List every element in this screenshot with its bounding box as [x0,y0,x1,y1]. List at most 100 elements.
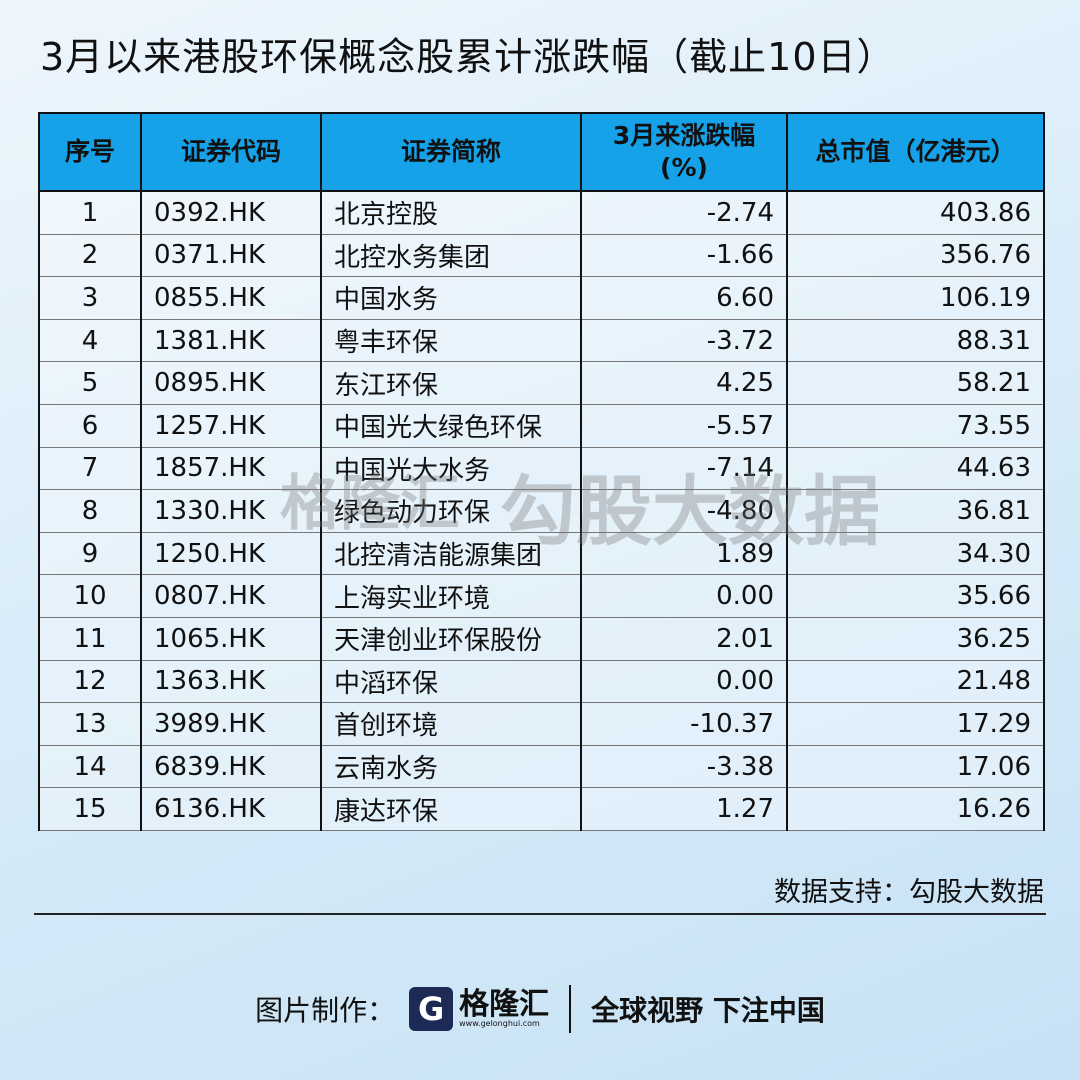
table-row: 10 0807.HK 上海实业环境 0.00 35.66 [38,574,1045,618]
table-cell: 康达环保 [320,787,582,831]
table-cell: 中滔环保 [320,660,582,704]
table-cell: 1.89 [580,532,788,576]
slogan: 全球视野 下注中国 [591,994,825,1027]
table-cell: 5 [38,361,142,405]
table-cell: 88.31 [786,319,1045,363]
table-cell: 东江环保 [320,361,582,405]
table-cell: 15 [38,787,142,831]
header-row: 序号 证券代码 证券简称 3月来涨跌幅 (%) 总市值（亿港元） [38,112,1045,192]
table-cell: 16.26 [786,787,1045,831]
table-row: 4 1381.HK 粤丰环保 -3.72 88.31 [38,319,1045,363]
table-cell: 1381.HK [140,319,322,363]
table-cell: 9 [38,532,142,576]
table-cell: 1065.HK [140,617,322,661]
table-cell: 1257.HK [140,404,322,448]
table-cell: 36.25 [786,617,1045,661]
footer-label: 图片制作： [255,994,396,1027]
table-cell: 6839.HK [140,745,322,789]
table-row: 2 0371.HK 北控水务集团 -1.66 356.76 [38,234,1045,278]
table-cell: 34.30 [786,532,1045,576]
table-row: 13 3989.HK 首创环境 -10.37 17.29 [38,702,1045,746]
table-cell: 0371.HK [140,234,322,278]
table-body: 1 0392.HK 北京控股 -2.74 403.86 2 0371.HK 北控水务集团 -1.… [38,191,1045,831]
table-cell: 中国水务 [320,276,582,320]
table-cell: 0.00 [580,660,788,704]
table-cell: 绿色动力环保 [320,489,582,533]
table-cell: 2.01 [580,617,788,661]
table-cell: -3.72 [580,319,788,363]
header-cell: 3月来涨跌幅 (%) [580,112,788,192]
table-cell: 1330.HK [140,489,322,533]
table-row: 6 1257.HK 中国光大绿色环保 -5.57 73.55 [38,404,1045,448]
header-text: 证券代码 [180,137,281,166]
table-row: 1 0392.HK 北京控股 -2.74 403.86 [38,191,1045,235]
table-cell: 1 [38,191,142,235]
header-text: 证券简称 [400,137,501,166]
table-cell: 13 [38,702,142,746]
table-cell: 首创环境 [320,702,582,746]
table-cell: 4.25 [580,361,788,405]
table-cell: 8 [38,489,142,533]
table-cell: 3989.HK [140,702,322,746]
table-cell: 0392.HK [140,191,322,235]
table-cell: 10 [38,574,142,618]
logo-brand: 格隆汇 [459,987,550,1022]
table-row: 8 1330.HK 绿色动力环保 -4.80 36.81 [38,489,1045,533]
table-row: 14 6839.HK 云南水务 -3.38 17.06 [38,745,1045,789]
table-row: 12 1363.HK 中滔环保 0.00 21.48 [38,660,1045,704]
table-cell: 1363.HK [140,660,322,704]
table-cell: -10.37 [580,702,788,746]
header-text: (%) [660,153,708,182]
logo-url: www.gelonghui.com [459,1019,540,1028]
table-row: 9 1250.HK 北控清洁能源集团 1.89 34.30 [38,532,1045,576]
table-cell: -4.80 [580,489,788,533]
table-cell: 11 [38,617,142,661]
header-text: 3月来涨跌幅 [612,121,756,150]
table-cell: -7.14 [580,447,788,491]
header-cell: 总市值（亿港元） [786,112,1045,192]
table-cell: 0.00 [580,574,788,618]
header-cell: 序号 [38,112,142,192]
table-row: 11 1065.HK 天津创业环保股份 2.01 36.25 [38,617,1045,661]
table-cell: 2 [38,234,142,278]
table-cell: 17.06 [786,745,1045,789]
header-text: 总市值（亿港元） [815,137,1016,166]
table-cell: 6 [38,404,142,448]
table-cell: 44.63 [786,447,1045,491]
table-cell: 北京控股 [320,191,582,235]
table-cell: 云南水务 [320,745,582,789]
table-row: 3 0855.HK 中国水务 6.60 106.19 [38,276,1045,320]
table-cell: 21.48 [786,660,1045,704]
table-cell: 粤丰环保 [320,319,582,363]
table-row: 7 1857.HK 中国光大水务 -7.14 44.63 [38,447,1045,491]
header-cell: 证券简称 [320,112,582,192]
table-cell: 356.76 [786,234,1045,278]
table-cell: 0895.HK [140,361,322,405]
separator [569,985,572,1033]
table-cell: 上海实业环境 [320,574,582,618]
footer: 图片制作： G 格隆汇 www.gelonghui.com 全球视野 下注中国 [0,985,1080,1033]
source-note: 数据支持：勾股大数据 [774,877,1044,908]
table-cell: 天津创业环保股份 [320,617,582,661]
table-cell: 北控清洁能源集团 [320,532,582,576]
logo-text: 格隆汇 www.gelonghui.com [459,990,549,1028]
table-cell: -1.66 [580,234,788,278]
table-cell: -2.74 [580,191,788,235]
table-cell: 12 [38,660,142,704]
table-cell: 中国光大绿色环保 [320,404,582,448]
header-text: 序号 [64,137,115,166]
table-cell: 73.55 [786,404,1045,448]
table-cell: 36.81 [786,489,1045,533]
table-cell: 58.21 [786,361,1045,405]
table-row: 5 0895.HK 东江环保 4.25 58.21 [38,361,1045,405]
table-cell: -3.38 [580,745,788,789]
table-cell: 0855.HK [140,276,322,320]
table-cell: 1857.HK [140,447,322,491]
table-cell: 35.66 [786,574,1045,618]
table-cell: 6136.HK [140,787,322,831]
table-cell: 1.27 [580,787,788,831]
table-cell: 403.86 [786,191,1045,235]
table-cell: 中国光大水务 [320,447,582,491]
table-cell: -5.57 [580,404,788,448]
